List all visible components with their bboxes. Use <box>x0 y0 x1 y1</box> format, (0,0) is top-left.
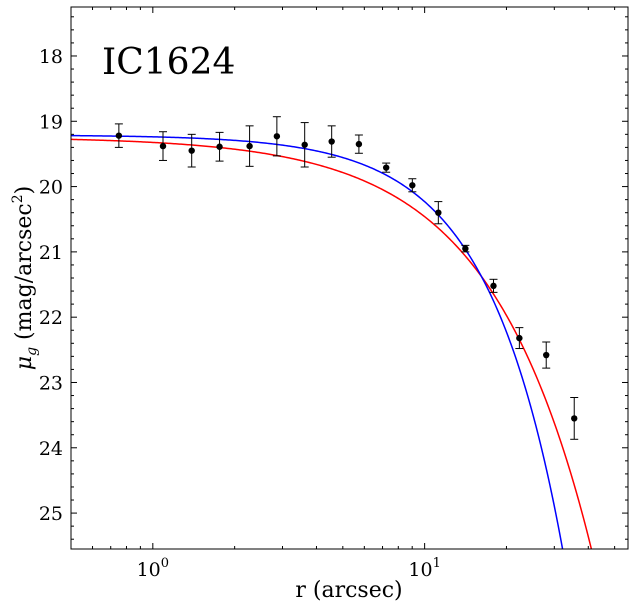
data-point <box>570 397 579 440</box>
data-marker <box>188 147 195 154</box>
x-axis-title: r (arcsec) <box>295 578 402 603</box>
data-point <box>382 162 391 173</box>
red-model-curve <box>71 138 593 549</box>
data-marker <box>273 133 281 140</box>
x-ticks: 100 101 <box>70 7 616 581</box>
y-axis-units: (mag/arcsec <box>12 203 37 340</box>
data-marker <box>490 282 497 290</box>
data-marker <box>246 142 253 150</box>
data-point <box>408 178 417 193</box>
blue-model-curve <box>71 134 564 549</box>
y-tick-label: 23 <box>39 372 63 394</box>
data-point <box>461 244 470 253</box>
data-marker <box>462 245 469 252</box>
y-axis-title: μg (mag/arcsec2) <box>10 186 40 370</box>
data-marker <box>382 164 390 171</box>
data-point <box>215 131 224 162</box>
y-axis-spacer <box>12 340 37 347</box>
data-point <box>158 131 167 161</box>
y-axis-symbol: μ <box>12 356 37 370</box>
x-tick-base: 10 <box>137 559 161 581</box>
y-axis-subscript: g <box>24 347 40 356</box>
y-axis-close-paren: ) <box>12 186 37 195</box>
data-point <box>434 201 443 225</box>
data-marker <box>571 415 578 422</box>
x-tick-exponent: 0 <box>161 556 169 571</box>
x-tick-label: 100 <box>137 556 169 581</box>
y-tick-label: 21 <box>39 242 63 264</box>
data-point <box>542 341 551 369</box>
data-point <box>187 133 196 168</box>
y-tick-label: 20 <box>39 177 63 199</box>
plot-background <box>71 7 628 549</box>
data-marker <box>115 132 123 139</box>
x-tick-label: 101 <box>408 556 440 581</box>
x-tick-exponent: 1 <box>433 556 441 571</box>
data-point <box>489 278 498 293</box>
data-points <box>114 116 579 440</box>
y-tick-label: 19 <box>39 111 63 133</box>
y-axis-superscript: 2 <box>10 194 26 203</box>
data-marker <box>355 140 363 148</box>
y-tick-label: 25 <box>39 503 63 525</box>
data-point <box>245 125 254 167</box>
data-point <box>327 125 336 158</box>
data-marker <box>159 142 167 150</box>
data-marker <box>328 138 335 145</box>
data-point <box>515 327 524 350</box>
model-curves <box>71 134 593 549</box>
data-marker <box>409 182 416 189</box>
data-marker <box>435 209 442 216</box>
y-tick-label: 22 <box>39 307 63 329</box>
y-tick-label: 18 <box>39 46 63 68</box>
data-point <box>354 134 363 154</box>
y-ticks: 18 19 20 21 22 23 24 25 <box>39 16 628 540</box>
data-marker <box>301 141 308 148</box>
panel-label: IC1624 <box>102 42 235 83</box>
data-point <box>114 123 123 148</box>
data-marker <box>543 351 550 359</box>
data-point <box>300 122 309 168</box>
svg-text:μg (mag/arcsec2): μg (mag/arcsec2) <box>10 186 40 370</box>
data-marker <box>216 143 223 150</box>
data-marker <box>516 334 523 342</box>
y-tick-label: 24 <box>39 438 63 460</box>
data-point <box>272 116 281 157</box>
x-tick-base: 10 <box>408 559 432 581</box>
